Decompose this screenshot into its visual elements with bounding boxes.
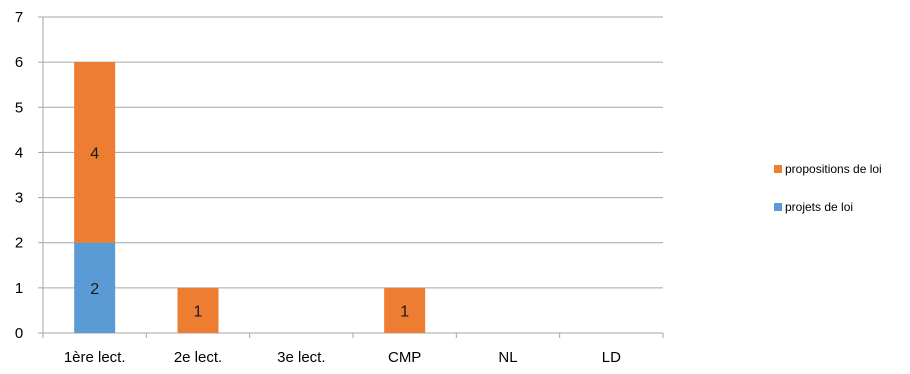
x-tick-label: 2e lect. <box>174 349 222 366</box>
y-tick-label: 7 <box>15 9 23 26</box>
bar-propositions <box>384 287 426 333</box>
x-tick-label: 1ère lect. <box>64 349 126 366</box>
y-tick-label: 2 <box>15 235 23 252</box>
legend-label-projets: projets de loi <box>785 200 854 214</box>
legend: propositions de loi projets de loi <box>774 161 882 237</box>
data-label: 4 <box>90 145 99 162</box>
x-tick-label: NL <box>498 349 517 366</box>
y-tick-label: 3 <box>15 190 23 207</box>
data-labels: 2 4 1 1 <box>90 145 409 320</box>
tick-labels: 0 1 2 3 4 5 6 7 1ère lect. 2e lect. 3e lect. CMP NL L… <box>15 9 621 366</box>
y-tick-label: 1 <box>15 280 23 297</box>
legend-label-propositions: propositions de loi <box>785 162 882 176</box>
x-tick-label: 3e lect. <box>277 349 325 366</box>
data-label: 2 <box>90 281 99 298</box>
data-label: 1 <box>194 303 203 320</box>
bar-propositions <box>74 62 116 243</box>
x-tick-label: CMP <box>388 349 421 366</box>
legend-item-projets: projets de loi <box>774 199 882 215</box>
bar-propositions <box>177 287 219 333</box>
data-label: 1 <box>400 303 409 320</box>
y-tick-label: 4 <box>15 144 23 161</box>
legend-item-propositions: propositions de loi <box>774 161 882 177</box>
y-tick-label: 0 <box>15 325 23 342</box>
y-tick-label: 5 <box>15 99 23 116</box>
legend-swatch-propositions <box>774 165 782 173</box>
x-tick-label: LD <box>602 349 621 366</box>
legend-swatch-projets <box>774 203 782 211</box>
bar-projets <box>74 242 116 333</box>
gridlines <box>43 16 663 289</box>
axes <box>38 16 664 338</box>
y-tick-label: 6 <box>15 54 23 71</box>
bars <box>74 62 426 333</box>
